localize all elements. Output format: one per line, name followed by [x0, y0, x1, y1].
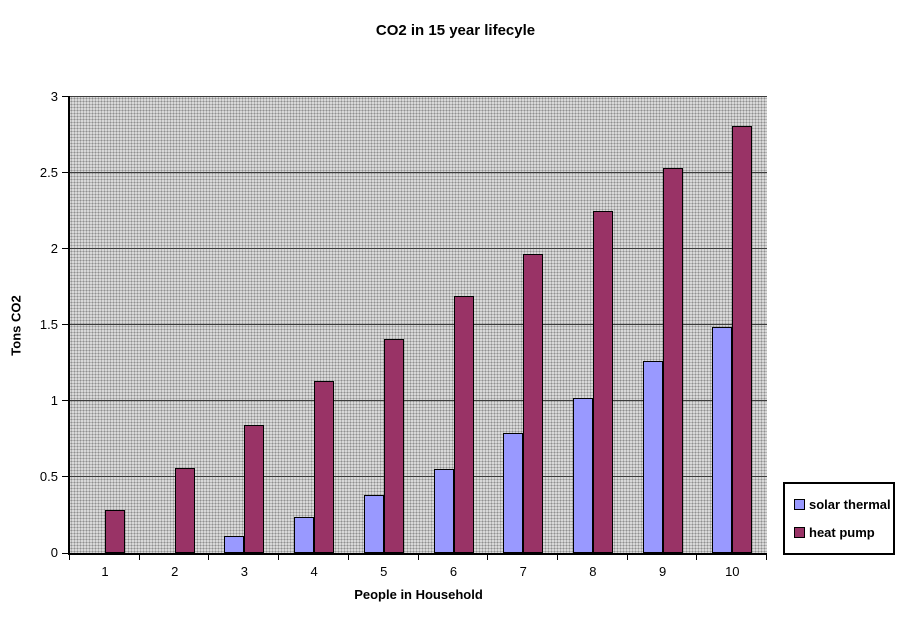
x-axis-tick [278, 555, 280, 560]
bar-heat-pump-6 [454, 296, 474, 553]
y-axis-title: Tons CO2 [8, 295, 24, 356]
gridline [70, 172, 767, 173]
legend-item-heat-pump: heat pump [794, 525, 893, 540]
x-axis-tick [626, 555, 628, 560]
y-axis-line [68, 96, 70, 555]
bar-solar-thermal-5 [364, 495, 384, 553]
x-tick-label: 3 [240, 564, 248, 579]
bar-heat-pump-8 [593, 211, 613, 553]
y-axis-tick [62, 476, 68, 477]
y-axis-tick [62, 248, 68, 249]
bar-heat-pump-5 [384, 339, 404, 553]
gridline [70, 476, 767, 477]
x-axis-tick [556, 555, 558, 560]
bar-heat-pump-3 [244, 425, 264, 553]
x-axis-tick [138, 555, 140, 560]
bar-heat-pump-1 [105, 510, 125, 553]
y-axis-tick [62, 553, 68, 554]
bar-solar-thermal-10 [712, 327, 732, 553]
bar-heat-pump-2 [175, 468, 195, 553]
bar-heat-pump-4 [314, 381, 334, 553]
chart-title: CO2 in 15 year lifecyle [375, 22, 536, 39]
gridline [70, 400, 767, 401]
bar-solar-thermal-7 [503, 433, 523, 553]
x-axis-tick [487, 555, 489, 560]
bar-solar-thermal-9 [643, 361, 663, 553]
bar-solar-thermal-6 [434, 469, 454, 553]
x-tick-label: 8 [589, 564, 597, 579]
x-axis-tick [417, 555, 419, 560]
legend-swatch-icon [794, 527, 805, 539]
x-tick-label: 10 [725, 564, 740, 579]
y-tick-label: 2 [50, 241, 58, 256]
x-axis-tick [69, 555, 70, 560]
y-tick-label: 3 [50, 89, 58, 104]
bar-solar-thermal-8 [573, 398, 593, 553]
legend-item-solar-thermal: solar thermal [794, 497, 893, 512]
x-tick-label: 9 [658, 564, 667, 579]
y-tick-label: 0.5 [39, 469, 58, 484]
x-axis-line [68, 553, 767, 555]
y-axis-tick [62, 172, 68, 173]
y-axis-tick [62, 96, 68, 97]
y-tick-label: 2.5 [39, 165, 58, 180]
x-axis-tick [347, 555, 349, 560]
x-axis-title: People in Household [354, 587, 483, 602]
gridline [70, 324, 767, 325]
x-tick-label: 5 [380, 564, 388, 579]
x-tick-label: 6 [449, 564, 458, 579]
bar-heat-pump-9 [663, 168, 683, 553]
bar-heat-pump-10 [732, 126, 752, 553]
y-tick-label: 1.5 [39, 317, 58, 332]
x-tick-label: 2 [171, 564, 179, 579]
x-tick-label: 4 [310, 564, 318, 579]
y-tick-label: 1 [50, 393, 58, 408]
legend-swatch-icon [794, 498, 805, 510]
bar-heat-pump-7 [523, 254, 543, 553]
x-axis-tick [208, 555, 210, 560]
y-axis-tick [62, 324, 68, 325]
gridline [70, 248, 767, 249]
y-tick-label: 0 [50, 545, 58, 560]
x-tick-label: 7 [519, 564, 527, 579]
x-axis-tick [766, 555, 767, 560]
x-axis-tick [696, 555, 698, 560]
legend-label: heat pump [809, 525, 875, 541]
bar-solar-thermal-4 [294, 517, 314, 553]
legend: solar thermal heat pump [783, 482, 895, 555]
bar-solar-thermal-3 [224, 536, 244, 553]
legend-label: solar thermal [809, 496, 891, 512]
y-axis-tick [62, 400, 68, 401]
x-tick-label: 1 [101, 564, 109, 579]
gridline [70, 96, 767, 97]
